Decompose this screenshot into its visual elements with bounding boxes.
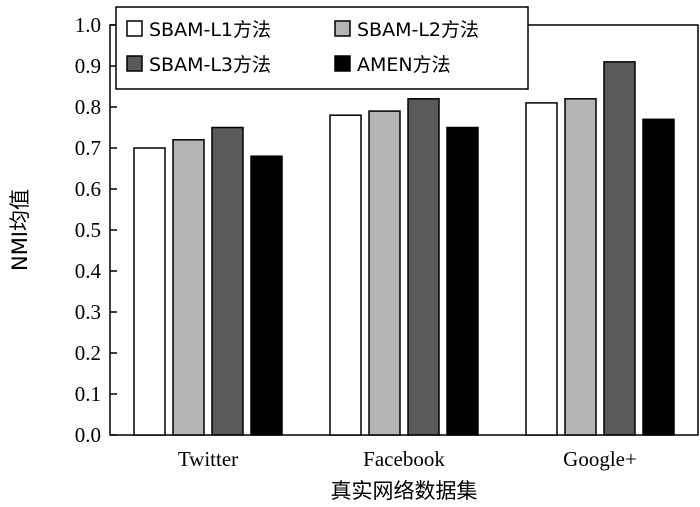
y-axis: 0.0 0.1 0.2 0.3 0.4 0.5 0.6 0.7 0.8 0.9 1.0 (75, 13, 117, 447)
y-tick-label: 0.0 (75, 423, 101, 447)
x-tick-label: Google+ (563, 447, 637, 471)
bar (172, 139, 205, 436)
y-axis-label: NMI均值 (8, 189, 32, 271)
legend: SBAM-L1方法 SBAM-L2方法 SBAM-L3方法 AMEN方法 (115, 6, 529, 90)
legend-swatch (126, 20, 143, 37)
y-tick-label: 1.0 (75, 13, 101, 37)
bar (525, 102, 558, 436)
bar (407, 98, 440, 436)
legend-box (115, 6, 529, 90)
bar (642, 118, 675, 436)
y-tick-label: 0.5 (75, 218, 101, 242)
legend-entry: SBAM-L1方法 (149, 19, 271, 41)
y-tick-label: 0.8 (75, 95, 101, 119)
legend-entry: SBAM-L2方法 (357, 19, 479, 41)
y-tick-label: 0.3 (75, 300, 101, 324)
x-axis: Twitter Facebook Google+ (178, 447, 637, 471)
bar (564, 98, 597, 436)
y-tick-label: 0.2 (75, 341, 101, 365)
bar (368, 110, 401, 436)
legend-entry: SBAM-L3方法 (149, 54, 271, 76)
bar (250, 155, 283, 436)
bar (211, 126, 244, 436)
x-tick-label: Facebook (363, 447, 445, 471)
y-tick-label: 0.4 (75, 259, 102, 283)
y-tick-label: 0.6 (75, 177, 101, 201)
bar (329, 114, 362, 436)
y-tick-label: 0.7 (75, 136, 101, 160)
legend-swatch (334, 55, 351, 72)
x-tick-label: Twitter (178, 447, 238, 471)
legend-swatch (334, 20, 351, 37)
bar (133, 147, 166, 436)
y-tick-label: 0.1 (75, 382, 101, 406)
y-tick-label: 0.9 (75, 54, 101, 78)
legend-swatch (126, 55, 143, 72)
x-axis-label: 真实网络数据集 (331, 479, 478, 503)
bar (603, 61, 636, 436)
bars (133, 61, 675, 436)
legend-entry: AMEN方法 (357, 54, 451, 76)
bar (446, 126, 479, 436)
